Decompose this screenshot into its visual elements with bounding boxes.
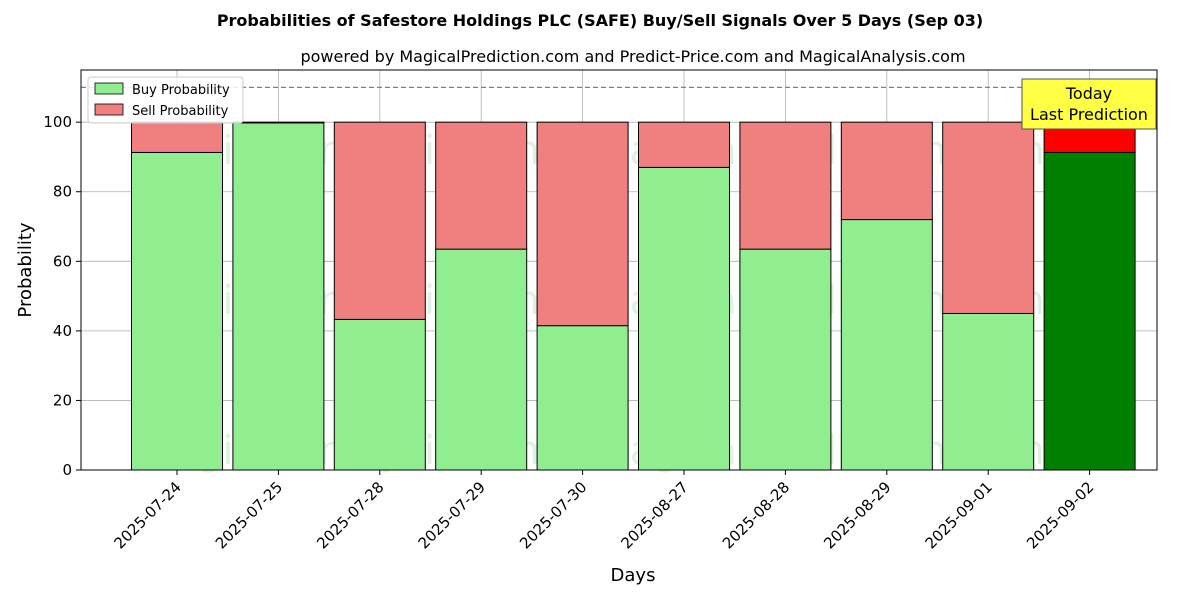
y-tick-label: 100 — [43, 113, 72, 131]
buy-bar — [333, 318, 426, 471]
buy-bar — [1043, 151, 1136, 471]
y-axis-label: Probability — [15, 222, 36, 317]
sell-bar — [435, 121, 528, 250]
annotation-box — [1021, 78, 1157, 130]
x-tick-label: 2025-09-01 — [922, 478, 996, 552]
y-tick-label: 40 — [53, 322, 72, 340]
legend-buy-label: Buy Probability — [132, 83, 230, 98]
chart-subtitle: powered by MagicalPrediction.com and Pre… — [300, 47, 965, 66]
buy-bar — [739, 248, 832, 471]
x-axis-ticks: 2025-07-24 2025-07-25 2025-07-28 2025-07-29… — [110, 470, 1097, 552]
sell-bar — [131, 121, 223, 153]
chart-title: Probabilities of Safestore Holdings PLC … — [217, 11, 983, 30]
legend-sell-label: Sell Probability — [132, 104, 229, 119]
x-tick-label: 2025-07-24 — [110, 478, 184, 552]
x-axis-label: Days — [611, 565, 656, 586]
legend-buy-swatch — [94, 82, 124, 95]
sell-bar — [536, 121, 629, 327]
x-tick-label: 2025-07-25 — [212, 478, 286, 552]
sell-bar — [942, 121, 1035, 314]
buy-bar — [435, 248, 528, 471]
sell-bar — [739, 121, 832, 250]
buy-bar — [232, 122, 325, 471]
annotation-line-1: Today — [1065, 84, 1112, 103]
y-tick-label: 20 — [53, 391, 72, 409]
y-tick-label: 0 — [62, 461, 72, 479]
legend-box — [87, 76, 244, 124]
bars — [131, 121, 1136, 471]
x-tick-label: 2025-07-29 — [415, 478, 489, 552]
x-tick-label: 2025-07-30 — [516, 478, 590, 552]
plot-frame — [80, 69, 1158, 471]
buy-bar — [942, 312, 1035, 471]
y-axis-ticks: 0 20 40 60 80 100 — [43, 113, 81, 479]
x-tick-label: 2025-08-28 — [719, 478, 793, 552]
x-tick-label: 2025-08-29 — [820, 478, 894, 552]
annotation-line-2: Last Prediction — [1030, 105, 1148, 124]
x-tick-label: 2025-09-02 — [1023, 478, 1097, 552]
legend-sell-swatch — [94, 103, 124, 116]
buy-bar — [638, 166, 730, 471]
sell-bar — [232, 121, 325, 124]
sell-bar — [638, 121, 730, 168]
y-tick-label: 80 — [53, 183, 72, 201]
sell-bar — [840, 121, 933, 221]
buy-bar — [840, 219, 933, 471]
legend: Buy Probability Sell Probability — [87, 76, 244, 124]
today-annotation: Today Last Prediction — [1021, 78, 1157, 130]
sell-bar — [333, 121, 426, 320]
y-tick-label: 60 — [53, 252, 72, 270]
x-tick-label: 2025-08-27 — [617, 478, 691, 552]
buy-bar — [131, 151, 223, 471]
x-tick-label: 2025-07-28 — [313, 478, 387, 552]
buy-bar — [536, 325, 629, 471]
